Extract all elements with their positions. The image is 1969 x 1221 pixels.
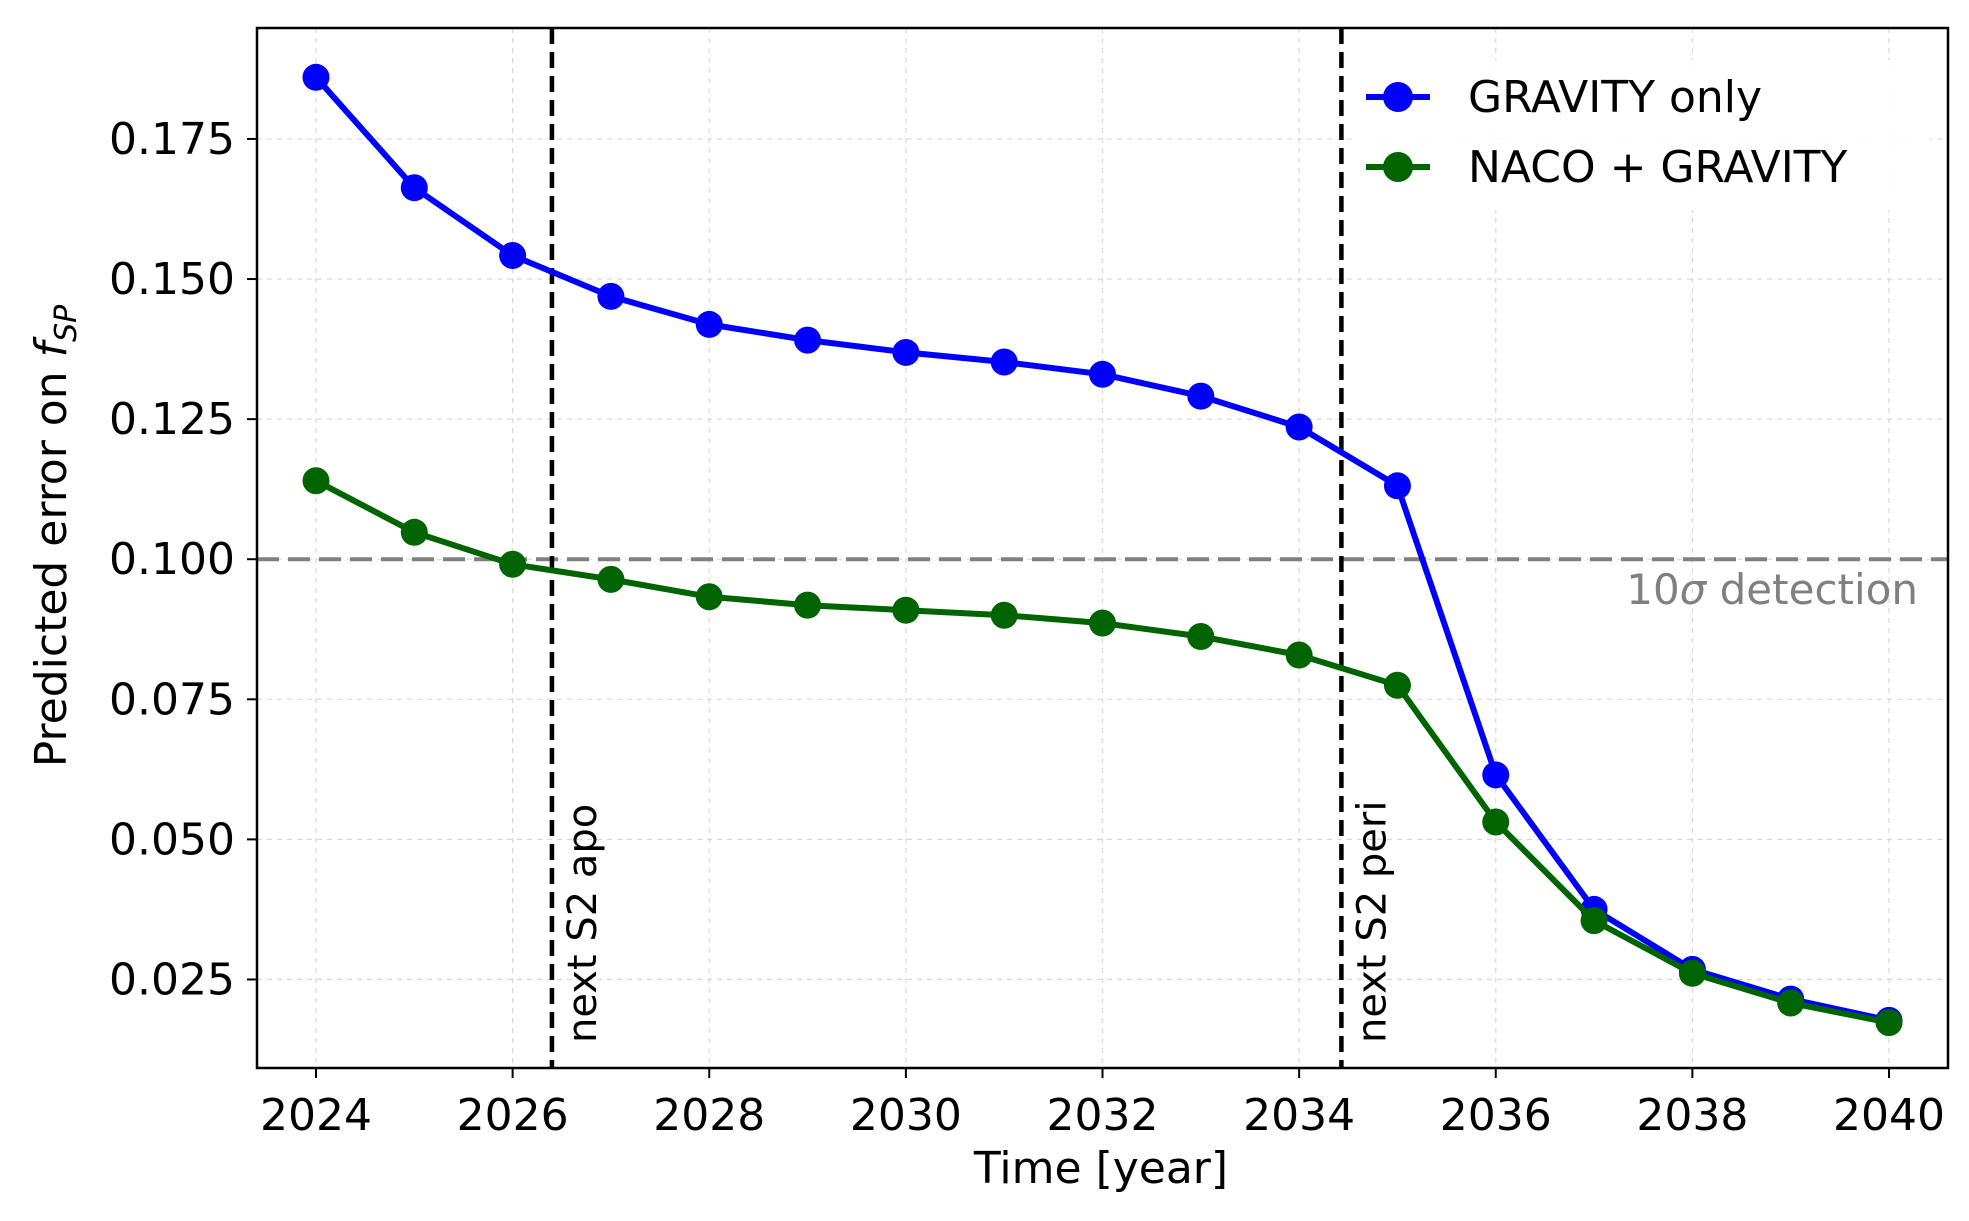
data-point <box>1383 472 1411 500</box>
y-tick-label: 0.125 <box>109 394 235 445</box>
data-point <box>1482 808 1510 836</box>
next-s2-apo-label: next S2 apo <box>560 804 606 1043</box>
data-point <box>302 467 330 495</box>
legend-label-naco-gravity: NACO + GRAVITY <box>1468 142 1848 193</box>
data-point <box>499 242 527 269</box>
detection-label-prefix: 10 <box>1626 565 1679 614</box>
data-point <box>499 550 527 578</box>
data-point <box>892 596 920 624</box>
data-point <box>1187 623 1215 651</box>
legend-swatch-marker <box>1383 152 1413 182</box>
svg-text:10σ detection: 10σ detection <box>1626 565 1918 614</box>
series-naco-gravity <box>302 467 1903 1037</box>
y-tick-label: 0.100 <box>109 534 235 585</box>
x-tick-label: 2038 <box>1636 1090 1748 1141</box>
legend-label-gravity-only: GRAVITY only <box>1468 72 1762 123</box>
y-tick-label: 0.025 <box>109 954 235 1005</box>
x-tick-label: 2028 <box>653 1090 765 1141</box>
data-point <box>990 348 1018 376</box>
data-point <box>400 518 428 546</box>
data-point <box>990 601 1018 629</box>
data-point <box>794 326 822 354</box>
x-tick-label: 2024 <box>260 1090 372 1141</box>
x-tick-label: 2032 <box>1047 1090 1159 1141</box>
data-series <box>302 63 1903 1037</box>
data-point <box>1777 989 1805 1017</box>
data-point <box>400 174 428 202</box>
data-point <box>1187 382 1215 410</box>
detection-label-sigma: σ <box>1680 565 1708 614</box>
data-point <box>1875 1009 1903 1037</box>
data-point <box>695 583 723 611</box>
x-tick-label: 2036 <box>1440 1090 1552 1141</box>
y-tick-label: 0.175 <box>109 114 235 165</box>
y-axis-label-subscript: SP <box>49 304 84 342</box>
axis-ticks: 2024 2026 2028 2030 2032 2034 2036 2038 2040 0.02… <box>109 114 1945 1141</box>
data-point <box>892 338 920 366</box>
reference-lines <box>257 28 1948 1068</box>
data-point <box>794 591 822 619</box>
legend-item-naco-gravity: NACO + GRAVITY <box>1366 142 1848 193</box>
detection-threshold-label: 10σ detection <box>1626 565 1918 614</box>
data-point <box>1482 761 1510 789</box>
orbital-event-labels: next S2 apo next S2 peri <box>560 801 1395 1043</box>
data-point <box>1580 907 1608 935</box>
x-tick-label: 2034 <box>1243 1090 1355 1141</box>
y-tick-label: 0.075 <box>109 674 235 725</box>
x-tick-label: 2040 <box>1833 1090 1945 1141</box>
x-tick-label: 2026 <box>457 1090 569 1141</box>
x-tick-label: 2030 <box>850 1090 962 1141</box>
y-tick-label: 0.150 <box>109 254 235 305</box>
data-point <box>1383 671 1411 699</box>
data-point <box>695 310 723 338</box>
legend-box <box>1355 60 1930 210</box>
legend: GRAVITY only NACO + GRAVITY <box>1355 60 1930 210</box>
legend-swatch-marker <box>1383 82 1413 112</box>
y-axis-label: Predicted error on fSP <box>26 304 84 767</box>
data-point <box>1285 641 1313 669</box>
x-axis-label: Time [year] <box>973 1143 1228 1194</box>
data-point <box>1285 413 1313 441</box>
legend-item-gravity-only: GRAVITY only <box>1366 72 1762 123</box>
data-point <box>1678 959 1706 987</box>
data-point <box>597 565 625 593</box>
data-point <box>1089 360 1116 388</box>
detection-label-suffix: detection <box>1706 565 1918 614</box>
y-tick-label: 0.050 <box>109 814 235 865</box>
y-axis-label-text: Predicted error on <box>26 357 77 767</box>
next-s2-peri-label: next S2 peri <box>1349 801 1395 1043</box>
data-point <box>597 282 625 310</box>
data-point <box>302 63 330 91</box>
data-point <box>1089 609 1116 637</box>
